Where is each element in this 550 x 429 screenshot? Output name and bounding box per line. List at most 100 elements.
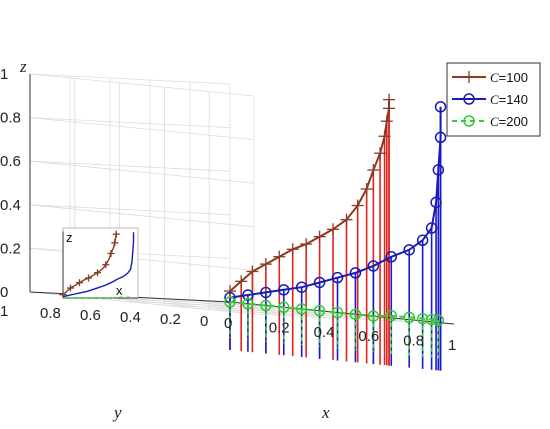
data-point <box>351 199 364 212</box>
y-tick-label: 0 <box>200 313 208 330</box>
data-point <box>278 284 290 296</box>
z-tick-label: 0.6 <box>0 153 21 170</box>
data-point <box>340 213 353 226</box>
data-point <box>260 286 272 299</box>
grid-line <box>29 73 255 97</box>
data-point <box>224 296 236 308</box>
data-point <box>313 230 326 243</box>
y-axis-label: y <box>112 403 122 422</box>
legend-label: C=140 <box>490 92 528 107</box>
data-point <box>327 223 340 236</box>
grid-line <box>29 160 255 184</box>
series-1 <box>224 101 447 371</box>
inset-data-point <box>107 249 115 257</box>
grid-line <box>119 300 320 312</box>
data-point <box>374 147 387 160</box>
data-point <box>331 306 344 319</box>
y-tick-label: 0.6 <box>80 307 101 324</box>
data-point <box>235 275 248 288</box>
data-point <box>383 93 396 106</box>
data-point <box>286 243 299 256</box>
legend-entry: C=200 <box>452 114 528 129</box>
data-point <box>425 222 438 234</box>
legend-label: C=200 <box>490 114 528 129</box>
grid-line <box>29 117 255 140</box>
grid-line <box>109 295 335 319</box>
z-axis-label: z <box>19 57 27 76</box>
tick-labels: 0 0.2 0.4 0.6 0.8 1 0 0.2 0.4 0.6 0.8 1 0 0.2 0.4 0.6 0.… <box>0 66 456 354</box>
data-point <box>367 310 380 322</box>
inset-data-point <box>76 279 83 287</box>
data-point <box>434 101 447 113</box>
data-point <box>367 260 380 272</box>
data-point <box>430 196 442 209</box>
legend-swatch-marker <box>463 115 475 127</box>
inset-plot: zx <box>59 227 139 299</box>
data-point <box>367 164 380 177</box>
series-line <box>229 106 442 299</box>
data-point <box>242 298 254 310</box>
data-point <box>295 281 308 293</box>
legend: C=100 C=140 C=200 <box>446 62 541 137</box>
data-point <box>246 265 259 278</box>
inset-data-point <box>67 284 74 292</box>
data-point <box>313 276 326 289</box>
inset-z-label: z <box>66 230 73 245</box>
legend-entry: C=140 <box>452 92 528 107</box>
inset-data-point <box>59 291 67 299</box>
data-point <box>349 267 362 279</box>
data-point <box>432 164 445 176</box>
data-point <box>259 258 272 271</box>
inset-data-point <box>111 239 119 247</box>
data-point <box>295 303 308 315</box>
data-point <box>349 308 362 321</box>
inset-data-point <box>94 269 101 277</box>
data-point <box>385 309 398 322</box>
series-layer <box>224 93 447 371</box>
data-point <box>403 244 415 256</box>
data-point <box>434 131 447 144</box>
data-point <box>432 314 445 327</box>
inset-series-line <box>63 296 133 299</box>
inset-series-line <box>62 232 135 298</box>
legend-swatch-marker <box>463 71 475 83</box>
data-point <box>278 301 290 314</box>
data-point <box>380 115 393 128</box>
z-tick-label: 0.8 <box>0 110 21 127</box>
y-tick-label: 0.4 <box>120 309 141 326</box>
z-tick-label: 1 <box>0 66 8 83</box>
inset-x-label: x <box>116 283 123 298</box>
inset-data-point <box>112 230 120 238</box>
y-tick-label: 0.8 <box>40 305 61 322</box>
grid-line <box>209 309 410 320</box>
data-point <box>300 238 313 251</box>
series-line <box>229 301 439 322</box>
x-tick-label: 0.6 <box>358 328 379 345</box>
data-point <box>385 251 398 263</box>
data-point <box>416 234 429 247</box>
x-tick-label: 0.8 <box>403 333 424 350</box>
grid-line <box>29 73 231 85</box>
data-point <box>416 312 429 325</box>
x-tick-label: 0.2 <box>269 319 290 336</box>
x-tick-label: 0.4 <box>314 324 335 341</box>
data-point <box>313 305 326 317</box>
data-point <box>425 313 438 326</box>
z-tick-label: 0.2 <box>0 240 21 257</box>
data-point <box>403 311 415 324</box>
series-0 <box>224 93 396 366</box>
x-axis-label: x <box>321 403 330 422</box>
legend-label: C=100 <box>490 70 528 85</box>
x-tick-label: 0 <box>224 315 232 332</box>
legend-entry: C=100 <box>452 70 528 85</box>
data-point <box>378 130 391 143</box>
data-point <box>273 250 286 263</box>
data-point <box>224 285 236 298</box>
z-tick-label: 0 <box>0 284 8 301</box>
y-tick-label: 1 <box>0 303 8 320</box>
grid-line <box>29 204 231 216</box>
legend-swatch-marker <box>463 93 475 105</box>
x-tick-label: 1 <box>448 337 456 354</box>
series-2 <box>224 296 445 359</box>
